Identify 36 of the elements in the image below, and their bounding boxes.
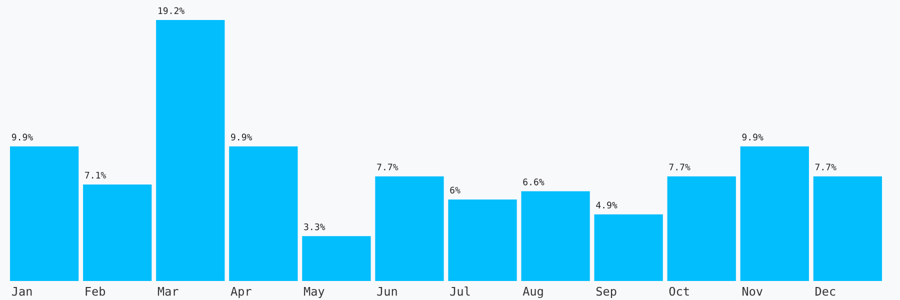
data-label: 7.7% — [377, 164, 398, 170]
x-tick-label: Apr — [230, 286, 252, 298]
x-tick-label: Sep — [596, 286, 616, 298]
bar — [448, 199, 517, 281]
bar — [302, 236, 371, 281]
x-tick-label: Jan — [12, 286, 32, 296]
bar — [813, 176, 882, 281]
x-tick-label: May — [304, 286, 324, 298]
x-tick-label: Feb — [86, 286, 106, 296]
data-label: 3.3% — [304, 223, 326, 230]
x-tick-label: Oct — [669, 286, 689, 296]
data-label: 7.7% — [815, 164, 836, 170]
data-label: 19.2% — [158, 7, 184, 14]
bar — [229, 146, 298, 281]
bar — [375, 176, 444, 281]
data-label: 9.9% — [742, 134, 764, 141]
x-tick-label: Aug — [522, 286, 543, 298]
x-tick-label: Dec — [816, 286, 836, 296]
bar — [156, 20, 225, 281]
x-tick-label: Jul — [450, 286, 470, 296]
x-tick-label: Nov — [742, 286, 762, 296]
bar — [740, 146, 809, 281]
x-tick-label: Mar — [158, 286, 178, 296]
data-label: 6.6% — [523, 178, 544, 186]
data-label: 7.1% — [85, 172, 106, 178]
x-tick-label: Jun — [377, 286, 397, 296]
data-label: 9.9% — [231, 134, 252, 141]
bar — [667, 176, 736, 281]
bar — [521, 191, 590, 281]
data-label: 4.9% — [596, 202, 618, 208]
data-label: 6% — [450, 186, 460, 194]
bar — [594, 214, 663, 281]
bar — [10, 146, 79, 281]
data-label: 7.7% — [669, 164, 690, 170]
data-label: 9.9% — [12, 134, 33, 141]
bar — [83, 184, 152, 281]
